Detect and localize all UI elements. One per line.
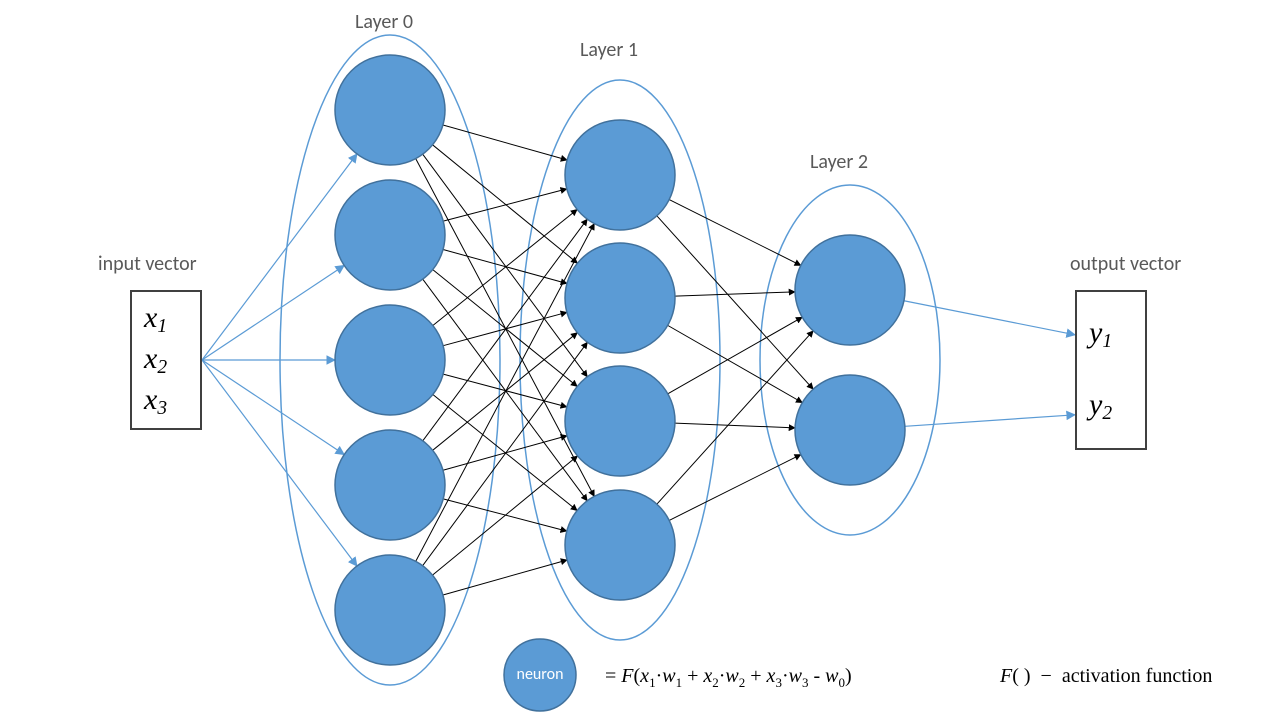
edge xyxy=(443,312,567,345)
input-arrow xyxy=(202,360,344,455)
neuron-l0-n0 xyxy=(335,55,445,165)
input-arrow xyxy=(202,154,357,360)
edge xyxy=(416,224,595,562)
output-vector-label: output vector xyxy=(1070,252,1181,276)
edge xyxy=(432,456,577,575)
input-arrow xyxy=(202,360,357,566)
input-arrow xyxy=(202,265,344,360)
edge xyxy=(657,216,813,389)
output-var-y2: y2 xyxy=(1089,388,1112,424)
neuron-l0-n1 xyxy=(335,180,445,290)
neuron-l0-n2 xyxy=(335,305,445,415)
legend-neuron xyxy=(504,639,576,711)
neuron-l1-n2 xyxy=(565,366,675,476)
neuron-l2-n1 xyxy=(795,375,905,485)
edge xyxy=(443,374,567,407)
neuron-formula: = F(x1·w1 + x2·w2 + x3·w3 - w0) xyxy=(605,665,852,691)
neuron-l0-n3 xyxy=(335,430,445,540)
neuron-l1-n3 xyxy=(565,490,675,600)
input-vector-label: input vector xyxy=(98,252,197,276)
output-arrow xyxy=(904,301,1075,335)
edge xyxy=(443,560,567,595)
edge xyxy=(433,145,578,263)
edge xyxy=(443,250,567,284)
edge xyxy=(423,154,588,377)
edge xyxy=(423,219,587,441)
edge xyxy=(675,423,795,428)
edge xyxy=(443,189,567,221)
input-var-x1: x1 xyxy=(144,301,167,337)
output-var-y1: y1 xyxy=(1089,316,1112,352)
edge xyxy=(668,317,802,394)
edge xyxy=(433,270,577,387)
edge xyxy=(423,342,588,565)
output-arrow xyxy=(905,415,1075,426)
layer2-title: Layer 2 xyxy=(810,150,868,174)
edge xyxy=(669,200,801,266)
neuron-l1-n1 xyxy=(565,243,675,353)
neuron-l2-n0 xyxy=(795,235,905,345)
output-vector-box: y1 y2 xyxy=(1075,290,1147,450)
input-var-x2: x2 xyxy=(144,342,167,378)
input-vector-box: x1 x2 x3 xyxy=(130,290,202,430)
activation-function-note: F( ) − activation function xyxy=(1000,665,1212,688)
edge xyxy=(433,209,577,325)
edge xyxy=(669,455,801,521)
layer0-title: Layer 0 xyxy=(355,10,413,34)
edge xyxy=(443,436,567,471)
edge xyxy=(657,331,813,504)
layer1-title: Layer 1 xyxy=(580,38,638,62)
input-var-x3: x3 xyxy=(144,383,167,419)
edge xyxy=(668,325,803,402)
neuron-l0-n4 xyxy=(335,555,445,665)
edge xyxy=(675,292,795,296)
neuron-l1-n0 xyxy=(565,120,675,230)
edge xyxy=(443,125,567,160)
